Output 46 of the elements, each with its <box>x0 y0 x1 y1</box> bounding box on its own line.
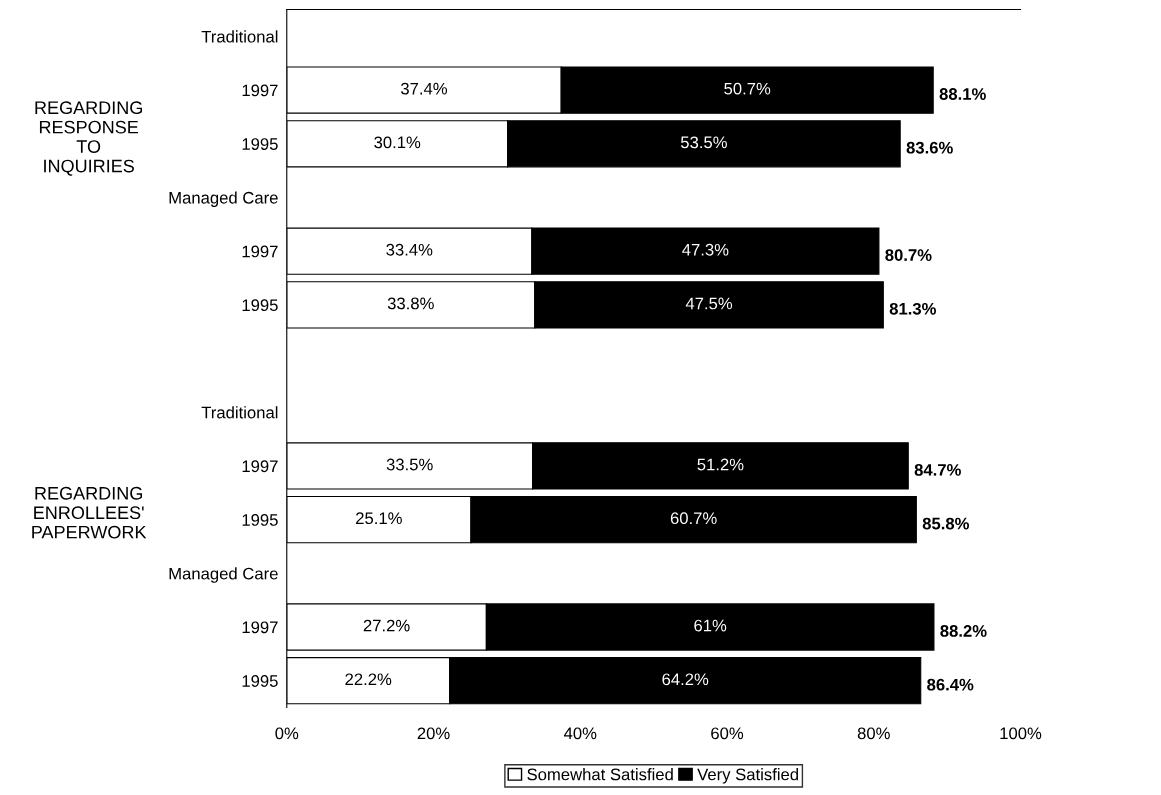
data-label: 47.3% <box>682 243 729 256</box>
total-label: 84.7% <box>914 463 961 476</box>
data-label: 33.8% <box>387 297 434 310</box>
x-tick-label: 40% <box>563 727 597 740</box>
y-tick-label: 1997 <box>242 621 278 634</box>
text: REGARDING ENROLLEES' PAPERWORK <box>32 486 147 539</box>
data-label: 37.4% <box>400 82 448 95</box>
x-tick-label: 0% <box>275 727 299 740</box>
data-label: 33.4% <box>386 243 433 256</box>
total-label: 88.1% <box>939 88 986 100</box>
text: REGARDING RESPONSE TO INQUIRIES <box>35 101 142 176</box>
y-tick-label: 1997 <box>242 84 278 97</box>
y-tick-label: 1995 <box>242 514 278 526</box>
data-label: 51.2% <box>697 458 744 471</box>
data-label: 47.5% <box>685 297 733 310</box>
y-tick-label: 1995 <box>242 299 278 312</box>
total-label: 81.3% <box>889 302 936 315</box>
total-label: 83.6% <box>906 141 953 154</box>
data-label: 33.5% <box>386 458 433 471</box>
data-label: 61% <box>694 619 727 632</box>
legend-label: Somewhat Satisfied <box>527 768 673 781</box>
legend-label: Very Satisfied <box>697 768 798 784</box>
y-tick-label: Traditional <box>201 30 278 43</box>
x-tick-label: 100% <box>1000 727 1042 740</box>
y-tick-label: 1997 <box>242 245 278 258</box>
data-label: 25.1% <box>356 512 402 525</box>
x-tick-label: 20% <box>417 727 450 740</box>
data-label: 64.2% <box>662 673 709 686</box>
data-label: 50.7% <box>724 82 771 95</box>
y-tick-label: Managed Care <box>169 191 278 207</box>
total-label: 88.2% <box>940 625 987 637</box>
y-tick-label: Managed Care <box>169 567 278 583</box>
data-label: 30.1% <box>374 136 421 149</box>
total-label: 80.7% <box>885 249 932 261</box>
y-tick-label: 1995 <box>242 675 278 687</box>
total-label: 85.8% <box>922 517 970 530</box>
y-tick-label: Traditional <box>201 406 278 419</box>
x-tick-label: 80% <box>857 727 890 740</box>
data-label: 22.2% <box>345 673 392 686</box>
data-label: 27.2% <box>363 619 410 632</box>
x-tick-label: 60% <box>711 727 744 740</box>
y-tick-label: 1995 <box>242 138 278 150</box>
data-label: 53.5% <box>680 136 727 149</box>
total-label: 86.4% <box>927 678 974 691</box>
data-label: 60.7% <box>670 512 717 525</box>
y-tick-label: 1997 <box>242 460 278 473</box>
